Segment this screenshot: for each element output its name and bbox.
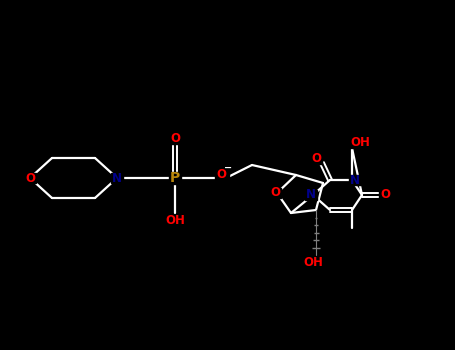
Bar: [169, 172, 181, 184]
Bar: [350, 138, 370, 148]
Text: N: N: [112, 172, 122, 184]
Bar: [349, 175, 361, 185]
Bar: [24, 173, 36, 183]
Text: O: O: [25, 172, 35, 184]
Bar: [305, 190, 317, 200]
Bar: [111, 173, 123, 183]
Text: OH: OH: [165, 215, 185, 228]
Text: O: O: [216, 168, 226, 181]
Text: O: O: [380, 189, 390, 202]
Bar: [310, 154, 322, 164]
Text: −: −: [224, 163, 232, 173]
Text: O: O: [311, 152, 321, 164]
Text: N: N: [350, 174, 360, 187]
Text: OH: OH: [303, 257, 323, 270]
Text: N: N: [306, 189, 316, 202]
Bar: [215, 169, 229, 179]
Text: OH: OH: [350, 135, 370, 148]
Bar: [166, 215, 184, 225]
Bar: [379, 190, 391, 200]
Text: P: P: [170, 171, 180, 185]
Text: O: O: [170, 132, 180, 145]
Bar: [269, 188, 281, 198]
Bar: [303, 258, 323, 268]
Bar: [168, 134, 182, 144]
Text: O: O: [270, 187, 280, 199]
